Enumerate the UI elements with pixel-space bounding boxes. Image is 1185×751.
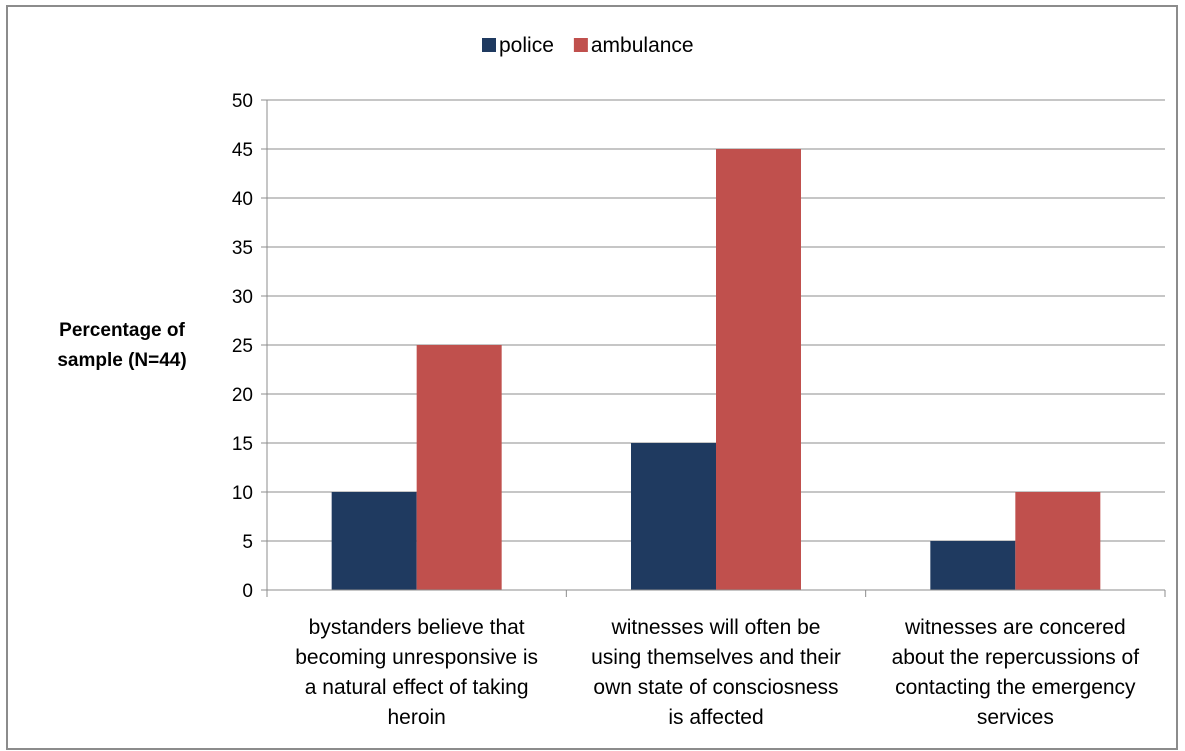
- y-tick-label: 45: [232, 140, 253, 161]
- y-tick-label: 35: [232, 238, 253, 259]
- chart-frame: [6, 5, 1178, 750]
- y-axis-label: Percentage of sample (N=44): [57, 320, 186, 371]
- x-category-label: witnesses are concered about the repercus…: [892, 616, 1140, 729]
- legend-label-police: police: [499, 34, 554, 57]
- bar-police: [930, 541, 1016, 590]
- y-tick-label: 50: [232, 91, 253, 112]
- y-tick-label: 0: [242, 581, 253, 602]
- bar-ambulance: [1015, 492, 1101, 590]
- y-tick-label: 10: [232, 483, 253, 504]
- bar-ambulance: [716, 149, 801, 590]
- bar-ambulance: [416, 345, 502, 590]
- bar-police: [331, 492, 417, 590]
- legend-swatch-ambulance: [573, 38, 588, 52]
- y-tick-label: 20: [232, 385, 253, 406]
- y-tick-label: 25: [232, 336, 253, 357]
- y-tick-label: 15: [232, 434, 253, 455]
- bar-police: [631, 443, 716, 590]
- y-tick-label: 5: [242, 532, 253, 553]
- y-tick-label: 30: [232, 287, 253, 308]
- legend-label-ambulance: ambulance: [591, 34, 694, 57]
- x-category-label: witnesses will often be using themselves …: [591, 616, 841, 729]
- y-tick-label: 40: [232, 189, 253, 210]
- x-category-label: bystanders believe that becoming unrespon…: [295, 616, 538, 729]
- legend-swatch-police: [482, 38, 496, 52]
